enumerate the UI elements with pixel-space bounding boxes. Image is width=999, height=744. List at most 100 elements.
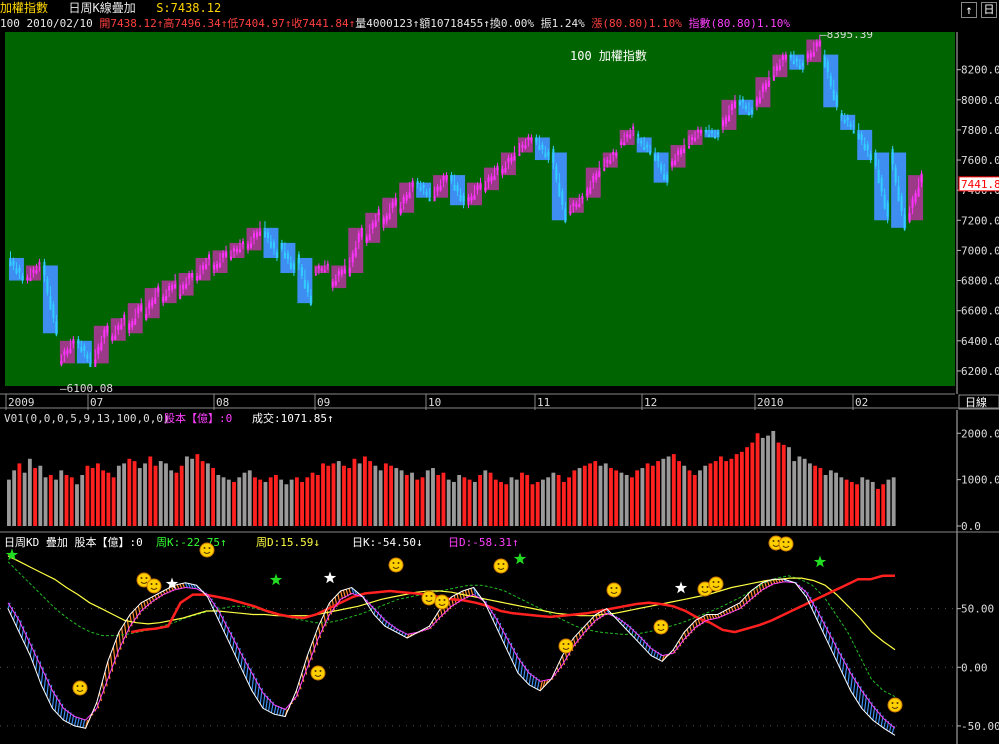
- daily-bar-body: [343, 269, 346, 274]
- volume-bar: [844, 479, 849, 526]
- x-axis-label: 2010: [757, 396, 784, 409]
- daily-bar-body: [255, 232, 258, 237]
- smiley-eye: [155, 583, 158, 585]
- kd-hatch: [620, 619, 624, 624]
- kd-hatch: [498, 622, 502, 633]
- smiley-eye: [397, 562, 400, 564]
- daily-bar-body: [140, 304, 143, 311]
- daily-bar-body: [674, 160, 677, 165]
- daily-bar-body: [649, 151, 652, 155]
- volume-bar: [7, 479, 11, 526]
- daily-bar-body: [35, 270, 38, 274]
- x-unit-label: 日線: [965, 395, 987, 409]
- smiley-eye: [208, 547, 211, 549]
- kd-hatch: [107, 661, 111, 680]
- daily-bar-body: [677, 150, 680, 155]
- kd-hatch: [542, 680, 546, 688]
- kd-hatch: [489, 609, 493, 615]
- daily-bar-body: [222, 253, 225, 258]
- daily-bar-body: [300, 266, 303, 277]
- daily-bar-body: [666, 174, 669, 181]
- kd-hatch: [76, 717, 80, 727]
- daily-bar-body: [419, 187, 422, 191]
- kd-hatch: [378, 614, 382, 621]
- smiley-mouth: [392, 566, 400, 569]
- volume-bar: [462, 477, 467, 526]
- daily-bar-body: [467, 197, 470, 202]
- daily-bar-body: [46, 279, 49, 293]
- daily-bar-body: [493, 175, 496, 181]
- daily-bar-body: [377, 209, 380, 216]
- smiley-icon: [199, 542, 215, 558]
- daily-bar-body: [391, 201, 394, 208]
- up-arrow-button[interactable]: ↑: [961, 2, 977, 18]
- volume-bar: [321, 463, 325, 526]
- kd-hatch: [21, 626, 25, 639]
- kd-hatch: [470, 588, 474, 596]
- kd-hatch: [281, 708, 285, 717]
- volume-y-tick-label: 1000.0: [961, 474, 999, 487]
- smiley-eye: [891, 702, 894, 704]
- daily-bar-body: [835, 94, 838, 106]
- volume-bar: [645, 463, 650, 526]
- daily-bar-body: [857, 133, 860, 140]
- daily-bar-body: [903, 214, 906, 230]
- smiley-icon: [434, 594, 450, 610]
- daily-bar-body: [26, 277, 29, 281]
- daily-bar-body: [637, 133, 640, 137]
- volume-bar: [755, 433, 760, 526]
- volume-y-tick-label: 2000.0: [961, 427, 999, 440]
- index-name: 加權指數: [0, 1, 49, 15]
- white-star-icon: [323, 571, 337, 584]
- daily-k-line: [7, 578, 896, 736]
- volume-bar: [394, 468, 399, 526]
- volume-bar: [504, 484, 509, 526]
- kd-hatch: [678, 640, 682, 647]
- daily-bar-body: [137, 307, 140, 314]
- kd-hatch: [528, 673, 532, 685]
- volume-bar: [776, 442, 781, 526]
- daily-bar-body: [612, 151, 615, 155]
- volume-bar: [258, 479, 263, 526]
- volume-bar: [467, 479, 472, 526]
- volume-bar: [237, 477, 242, 526]
- smiley-eye: [772, 540, 775, 542]
- kd-weekly-d-label: 周D:15.59↓: [256, 536, 320, 549]
- smiley-icon: [421, 590, 437, 606]
- kd-y-tick-label: 0.00: [961, 661, 988, 674]
- daily-bar-body: [199, 275, 202, 280]
- volume-bar: [834, 472, 839, 526]
- kd-hatch: [223, 621, 227, 633]
- volume-bar: [520, 472, 524, 526]
- volume-bar: [719, 456, 723, 526]
- kd-hatch: [187, 583, 191, 589]
- volume-bar: [556, 475, 561, 526]
- daily-bar-body: [663, 174, 666, 181]
- daily-bar-body: [394, 199, 397, 206]
- daily-bar-body: [869, 154, 872, 161]
- daily-bar-body: [705, 129, 708, 132]
- daily-bar-body: [724, 117, 727, 124]
- low-annotation: —6100.08: [60, 382, 113, 395]
- smiley-eye: [782, 541, 785, 543]
- volume-bar: [205, 463, 210, 526]
- white-star-icon: [674, 581, 688, 594]
- daily-bar-body: [225, 252, 228, 257]
- green-star-icon: [813, 555, 827, 568]
- daily-bar-body: [52, 304, 55, 318]
- volume-bar: [247, 470, 252, 526]
- daily-bar-body: [382, 218, 385, 225]
- daily-bar-body: [900, 195, 903, 211]
- setting-label: S:7438.12: [156, 1, 222, 15]
- volume-bar: [630, 477, 634, 526]
- daily-bar-body: [317, 266, 320, 269]
- day-button[interactable]: 日: [981, 2, 997, 18]
- up-mark: ↑: [284, 17, 292, 30]
- smiley-mouth: [782, 545, 790, 548]
- volume-bar: [284, 484, 289, 526]
- volume-bar: [624, 475, 629, 526]
- daily-bar-body: [422, 185, 425, 189]
- smiley-eye: [701, 586, 704, 588]
- kd-hatch: [101, 681, 105, 694]
- volume-bar: [561, 481, 566, 526]
